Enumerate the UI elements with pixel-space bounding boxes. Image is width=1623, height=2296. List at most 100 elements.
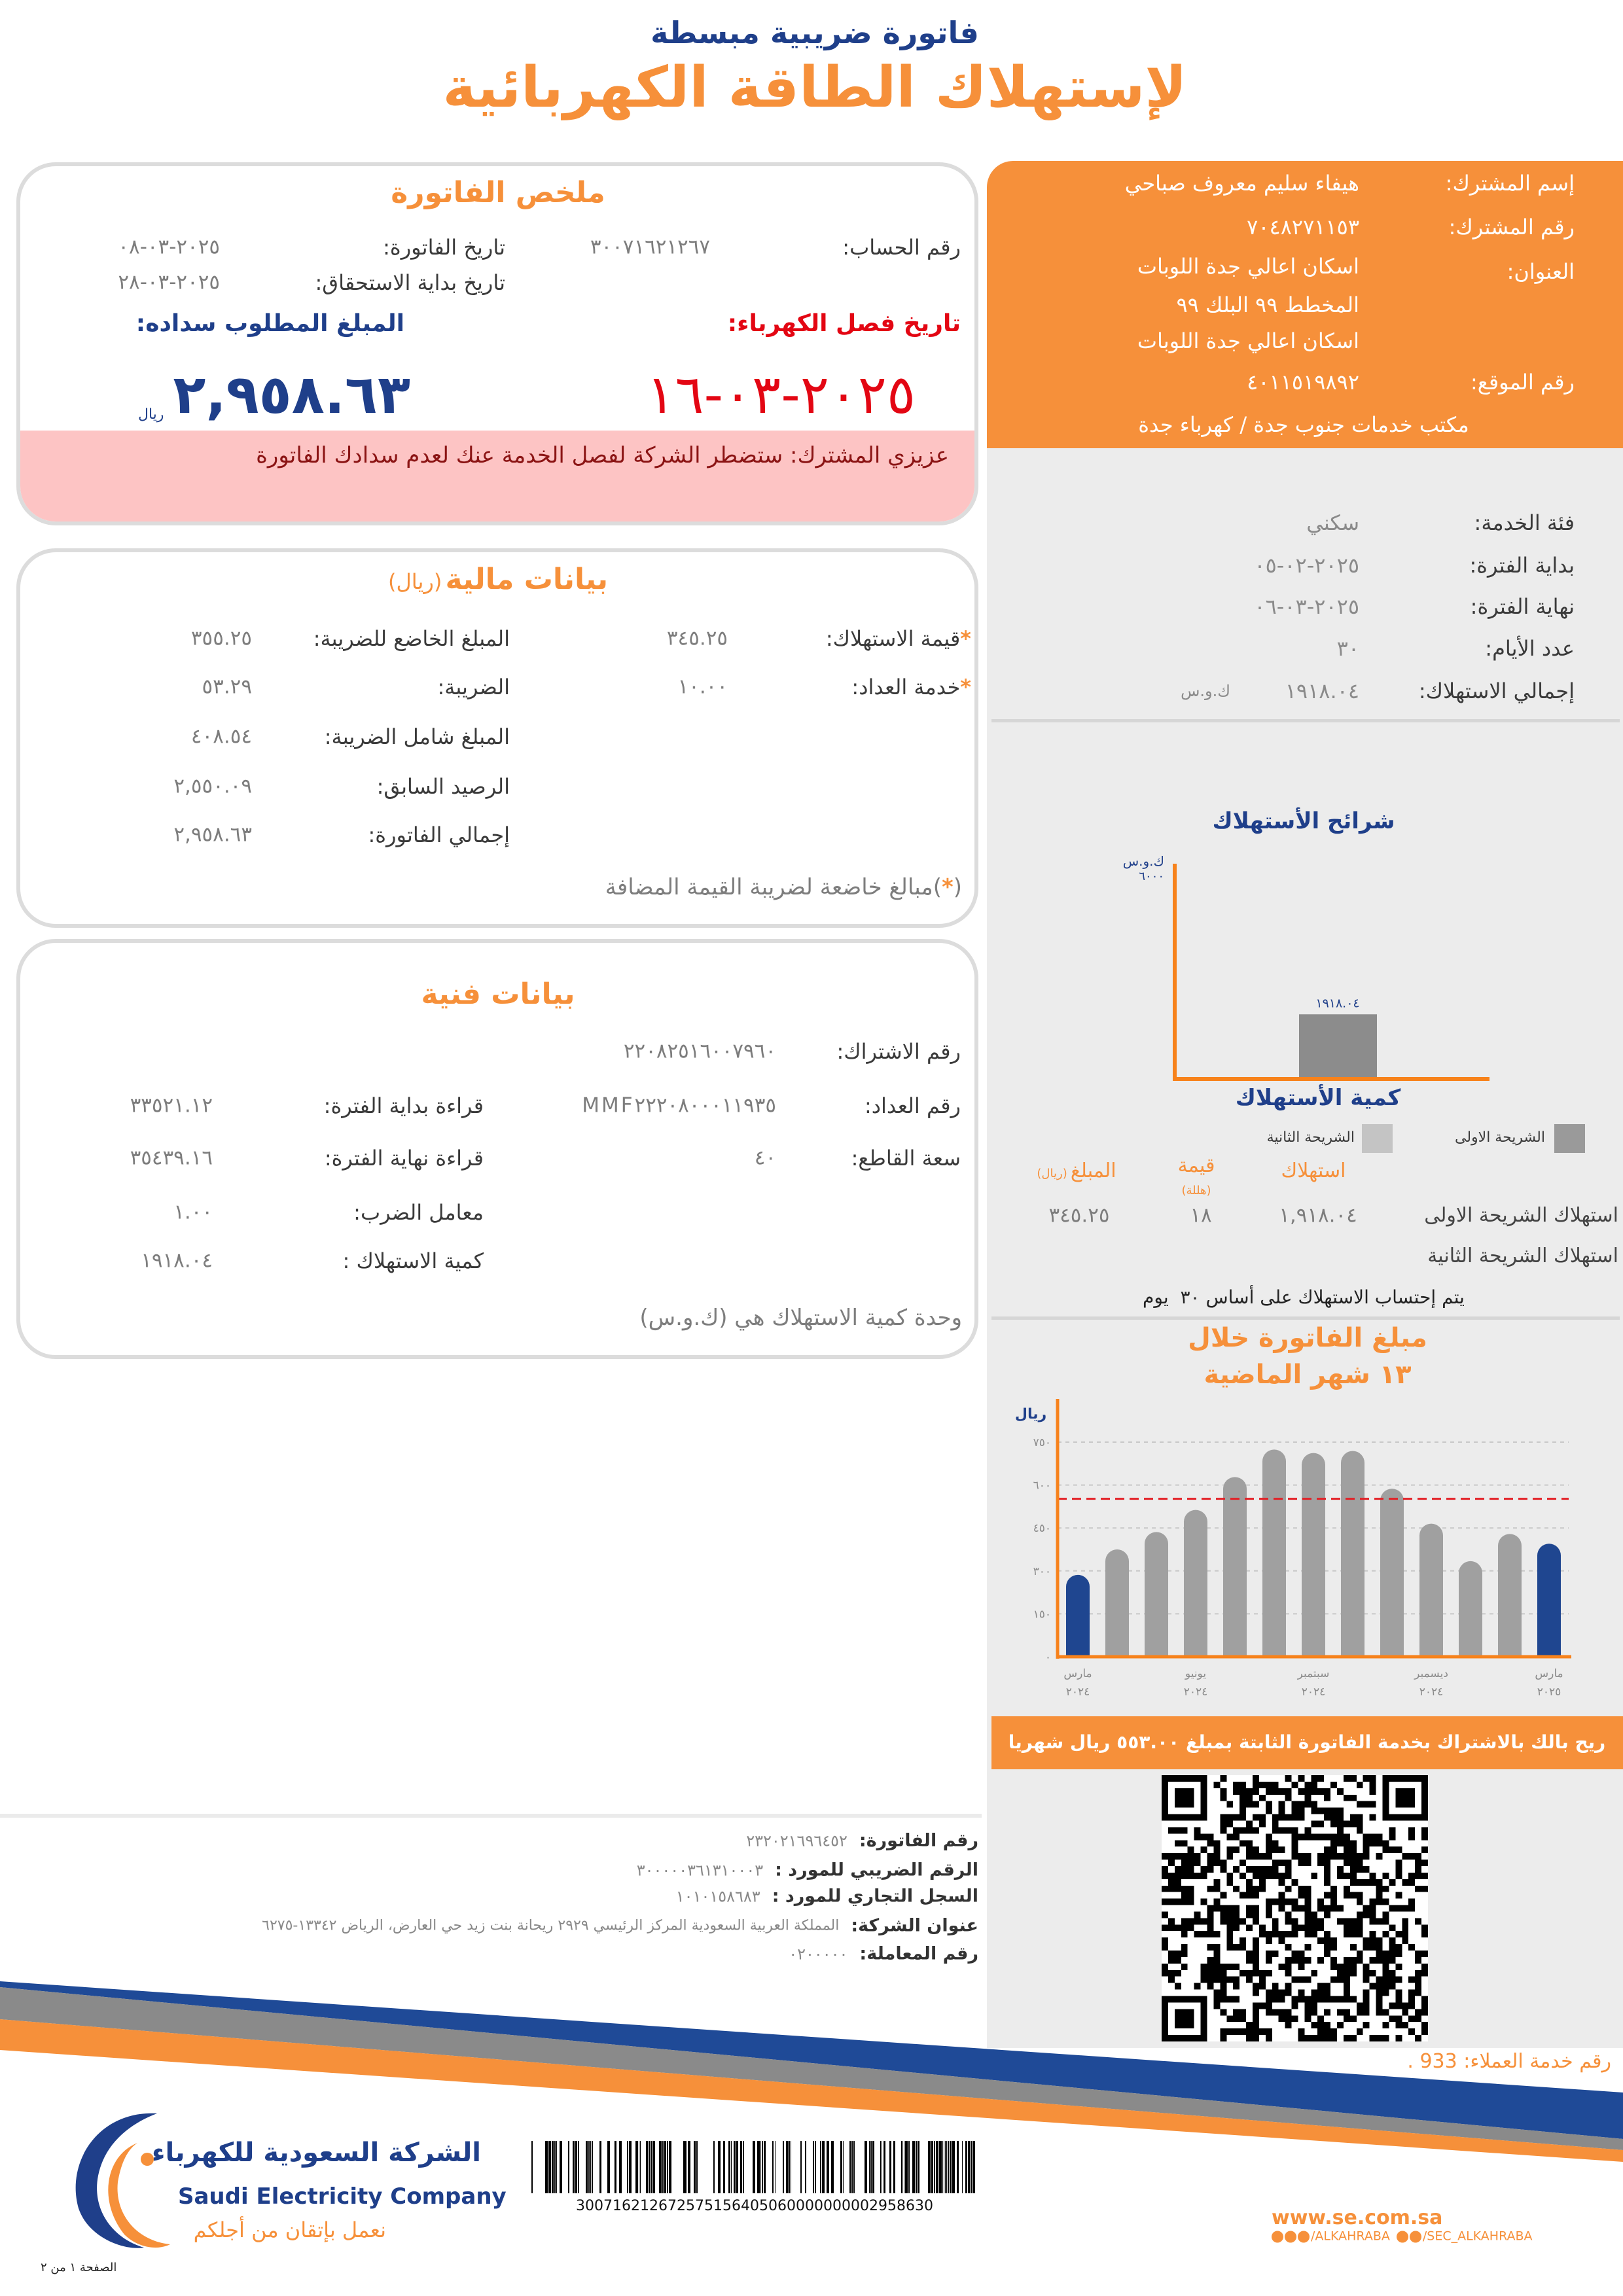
fixed-bill-banner[interactable] [991,1716,1623,1769]
site-label: رقم الموقع: [1471,370,1575,395]
tier-bar-label: ١٩١٨.٠٤ [1315,996,1360,1011]
customer-service: رقم خدمة العملاء: 933 . [1407,2050,1611,2073]
tiers-y-tick: ٦٠٠٠ [1139,870,1164,883]
disconnect-label: تاريخ فصل الكهرباء: [727,310,961,337]
financial-value: ١٠.٠٠ [677,675,728,699]
tier-row-label: استهلاك الشريحة الاولى [1424,1204,1618,1227]
account-label: رقم الحساب: [842,235,961,260]
x-tick-month: مارس [1535,1667,1563,1680]
address-line-3: اسكان اعالي جدة اللوبات [1137,328,1359,353]
history-bar [1537,1544,1561,1657]
twitter-icon[interactable] [1285,2231,1296,2242]
y-tick-label: ٣٠٠ [1033,1565,1051,1578]
subscriber-panel [987,161,1623,448]
financial-value: ٢,٥٥٠.٠٩ [173,774,252,798]
subscriber-number-value: ٧٠٤٨٢٧١١٥٣ [1247,215,1359,239]
service-value: ٢٠٢٥-٠٢-٠٥ [1254,553,1359,578]
tiers-chart-title: شرائح الأستهلاك [1212,808,1395,834]
address-line-1: اسكان اعالي جدة اللوبات [1137,254,1359,279]
financial-card [16,548,978,928]
col-consumption: استهلاك [1281,1159,1346,1182]
social-links[interactable]: /ALKAHRABA /SEC_ALKAHRABA [1272,2230,1533,2243]
facebook-icon[interactable] [1272,2231,1283,2242]
invoice-meta-row: عنوان الشركة: المملكة العربية السعودية ال… [262,1916,978,1936]
x-tick-month: مارس [1063,1667,1092,1680]
service-label: إجمالي الاستهلاك: [1418,679,1575,703]
technical-label: رقم العداد: [864,1093,961,1118]
technical-label: رقم الاشتراك: [836,1039,961,1064]
summary-title: ملخص الفاتورة [391,176,605,209]
history-bar [1184,1510,1207,1657]
history-title-2: ١٣ شهر الماضية [1204,1360,1412,1390]
instagram-icon[interactable] [1396,2231,1408,2242]
currency-label: ريال [137,406,164,423]
financial-value: ٤٠٨.٥٤ [190,724,252,749]
x-tick-month: سبتمبر [1297,1667,1330,1680]
history-bar [1380,1489,1404,1657]
meta-value: ٠٢٠٠٠٠٠ [789,1945,848,1963]
vat-footnote: (*)مبالغ خاضعة لضريبة القيمة المضافة [605,874,962,900]
invoice-meta-row: السجل التجاري للمورد : ١٠١٠١٥٨٦٨٣ [676,1886,978,1907]
invoice-meta-row: رقم الفاتورة: ٢٣٢٠٢١٦٩٦٤٥٢ [746,1831,978,1851]
tiers-y-unit: ك.و.س [1122,853,1164,869]
technical-card [16,939,978,1359]
service-label: نهاية الفترة: [1470,594,1575,619]
service-label: فئة الخدمة: [1474,510,1575,535]
sec-logo-icon [75,2113,170,2248]
col-rate: قيمة [1177,1154,1215,1177]
technical-label: قراءة بداية الفترة: [323,1093,484,1118]
page-number: الصفحة ١ من ٢ [41,2261,117,2274]
financial-label: إجمالي الفاتورة: [368,822,510,847]
technical-label: معامل الضرب: [353,1200,484,1225]
unit-note: وحدة كمية الاستهلاك هي (ك.و.س) [639,1305,962,1331]
legend-second: الشريحة الثانية [1266,1129,1355,1146]
history-bar [1223,1477,1247,1657]
meta-label: عنوان الشركة: [851,1915,978,1936]
legend-swatch-first [1554,1124,1585,1153]
tier-consumption: ١,٩١٨.٠٤ [1279,1203,1357,1227]
technical-label: كمية الاستهلاك : [342,1248,484,1273]
company-name-en: Saudi Electricity Company [178,2183,507,2210]
amount-due-label: المبلغ المطلوب سداده: [135,310,404,337]
history-bar [1066,1574,1090,1657]
address-label: العنوان: [1507,259,1575,284]
technical-value: MMF٢٢٢٠٨٠٠٠١١٩٣٥ [582,1093,776,1118]
tier-amount: ٣٤٥.٢٥ [1048,1203,1110,1227]
invoice-subtitle: فاتورة ضريبية مبسطة [651,15,979,50]
y-tick-label: ١٥٠ [1033,1608,1051,1621]
history-bar [1419,1523,1443,1657]
subscriber-name-value: هيفاء سليم معروف صباحي [1124,171,1359,196]
technical-value: ٣٥٤٣٩.١٦ [130,1146,213,1170]
financial-label: الرصيد السابق: [376,774,510,799]
financial-value: ٢,٩٥٨.٦٣ [173,822,252,847]
col-amount: المبلغ (ريال) [1037,1159,1116,1182]
service-value: ٣٠ [1336,636,1359,661]
service-value: ٢٠٢٥-٠٣-٠٦ [1254,594,1359,619]
meta-label: السجل التجاري للمورد : [772,1886,978,1907]
financial-label: *قيمة الاستهلاك: [825,626,971,651]
disconnect-date: ٢٠٢٥-٠٣-١٦ [646,364,916,426]
x-tick-year: ٢٠٢٤ [1419,1686,1444,1699]
website-link[interactable]: www.se.com.sa [1272,2206,1443,2229]
meta-value: ١٠١٠١٥٨٦٨٣ [675,1887,760,1905]
service-value: سكني [1306,510,1359,535]
consumption-unit: ك.و.س [1181,682,1230,700]
snapchat-icon[interactable] [1409,2231,1421,2242]
service-label: بداية الفترة: [1469,553,1575,578]
warning-band [20,431,974,521]
technical-label: سعة القاطع: [851,1146,961,1171]
meta-value: المملكة العربية السعودية المركز الرئيسي … [262,1917,840,1934]
days-basis-note: يتم إحتساب الاستهلاك على أساس ٣٠ يوم [1143,1286,1465,1308]
technical-label: قراءة نهاية الفترة: [324,1146,484,1171]
history-bar [1341,1451,1364,1657]
qr-code [1162,1775,1428,2041]
meta-label: رقم الفاتورة: [859,1830,978,1851]
meta-label: الرقم الضريبي للمورد : [775,1860,978,1881]
financial-label: المبلغ شامل الضريبة: [324,724,510,749]
subscriber-name-label: إسم المشترك: [1445,171,1575,196]
invoice-meta-row: الرقم الضريبي للمورد : ٣٠٠٠٠٠٣٦١٣١٠٠٠٣ [637,1860,978,1881]
youtube-icon[interactable] [1298,2231,1310,2242]
history-y-unit: ريال [1014,1406,1047,1422]
